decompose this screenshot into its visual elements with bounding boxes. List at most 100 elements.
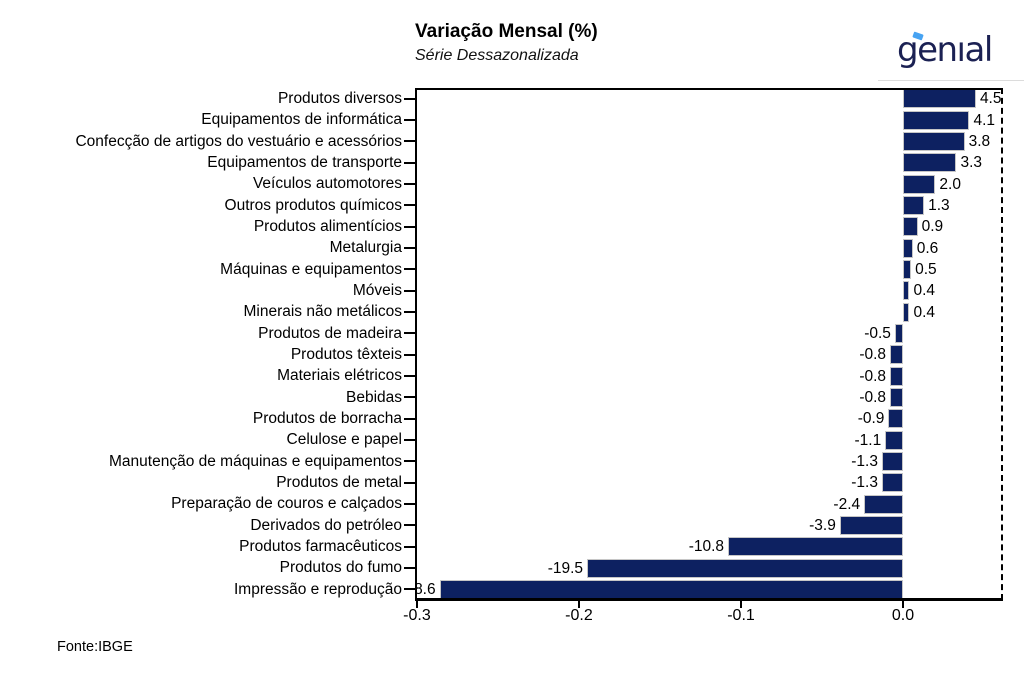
value-label: 4.5 [979,90,1002,108]
plot-border-right [1001,88,1003,600]
value-label: -0.8 [859,346,887,364]
category-label: Derivados do petróleo [250,516,402,534]
category-label: Preparação de couros e calçados [171,495,402,513]
x-tick-label: 0.0 [891,607,915,624]
value-label: 3.3 [960,154,983,172]
x-tick [740,601,742,608]
value-label: 4.1 [973,111,996,129]
value-label: -3.9 [809,516,836,534]
y-tick [404,140,415,143]
category-label: Minerais não metálicos [243,303,402,321]
value-label: -28.6 [415,580,436,598]
bar [903,174,936,194]
value-label: -2.4 [833,495,861,513]
chart-plot-area: 4.5 4.1 3.8 3.3 2.0 1.3 0.9 0.6 0.5 0.4 0.4 -0.5 -0.… [415,88,1003,601]
x-tick [902,601,905,608]
y-tick [404,396,415,399]
y-tick [404,247,415,249]
x-tick [415,601,418,608]
y-tick [404,183,415,185]
category-label: Metalurgia [329,239,402,257]
category-label: Produtos farmacêuticos [239,538,402,555]
y-tick [404,353,415,356]
y-tick [404,119,415,121]
y-tick [404,588,415,591]
value-label: -1.1 [854,431,882,449]
y-tick [404,311,415,313]
y-tick [404,567,415,569]
value-label: 0.5 [915,260,937,278]
category-label: Produtos têxteis [290,346,402,363]
y-tick [404,503,415,505]
bar [903,217,918,237]
y-tick [404,375,415,377]
value-label: 3.8 [968,132,991,150]
value-label: 0.9 [921,218,944,236]
category-label: Bebidas [345,388,402,406]
bar [890,366,904,386]
y-tick [404,524,415,527]
category-label: Confecção de artigos do vestuário e aces… [75,132,402,150]
value-label: -0.8 [859,388,887,406]
value-label: 2.0 [939,175,961,193]
category-label: Veículos automotores [252,175,402,193]
category-label: Equipamentos de transporte [207,154,402,171]
bar [903,238,913,258]
y-tick [404,460,415,463]
plot-border-left [415,88,417,600]
category-label: Produtos de borracha [252,410,402,427]
logo-underline [878,80,1024,81]
y-tick [404,204,415,207]
bar [888,409,904,429]
bar [903,110,970,130]
plot-border-top [415,88,1003,90]
category-label: Materiais elétricos [277,367,402,385]
bar [890,345,904,365]
category-label: Produtos de metal [276,474,402,491]
category-label: Produtos do fumo [279,559,402,577]
bar [587,558,904,578]
x-tick [577,601,580,608]
category-label: Móveis [352,282,402,299]
bar [864,494,904,514]
bar [903,302,910,322]
value-label: -0.8 [859,367,887,385]
y-tick [404,481,415,484]
y-tick [404,545,415,548]
y-tick [404,417,415,420]
bar [728,537,904,557]
bar [903,195,925,215]
bar [885,430,904,450]
value-label: -19.5 [547,559,584,577]
source-note: Fonte:IBGE [57,639,133,655]
y-tick [404,268,415,271]
value-label: 0.4 [913,303,936,321]
x-tick-label: -0.3 [403,607,431,624]
x-tick-label: -0.1 [727,607,755,624]
category-label: Produtos de madeira [258,324,402,342]
category-label: Impressão e reprodução [233,580,402,598]
value-label: 1.3 [928,196,950,214]
bar [903,153,957,173]
category-label: Manutenção de máquinas e equipamentos [109,452,402,470]
category-label: Produtos alimentícios [253,218,402,235]
chart-title: Variação Mensal (%) [415,21,598,42]
y-tick [404,332,415,335]
category-label: Equipamentos de informática [201,111,402,129]
bar [894,323,904,343]
y-tick [404,97,415,100]
y-tick [404,161,415,164]
category-label: Máquinas e equipamentos [220,260,402,278]
value-label: 0.6 [916,239,939,257]
y-tick [404,289,415,292]
genial-logo-text: genıal [897,30,993,70]
value-label: -0.5 [864,324,891,342]
bar [903,131,965,151]
bar [439,579,904,599]
bar [881,451,904,471]
chart-subtitle: Série Dessazonalizada [415,47,579,64]
bar [903,89,976,109]
bar [903,281,910,301]
value-label: -1.3 [851,452,878,470]
